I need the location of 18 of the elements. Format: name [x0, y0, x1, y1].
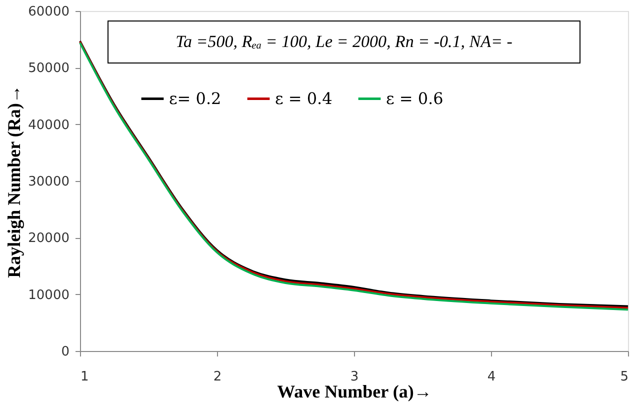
y-tick-label: 30000 — [28, 174, 70, 190]
y-tick-label: 20000 — [28, 231, 70, 246]
y-tick-label: 40000 — [28, 118, 70, 133]
legend-label: ε = 0.4 — [275, 88, 332, 108]
x-tick-label: 2 — [213, 370, 222, 384]
y-axis-title: Rayleigh Number (Ra)→ — [4, 85, 24, 278]
x-axis-title: Wave Number (a)→ — [277, 382, 432, 402]
x-tick-label: 3 — [350, 370, 359, 384]
x-tick-label: 5 — [620, 370, 628, 384]
x-tick-label: 1 — [80, 370, 89, 384]
y-tick-label: 0 — [61, 344, 70, 360]
legend-label: ε= 0.2 — [169, 88, 222, 108]
annotation: Ta =500, Rₑₐ = 100, Le = 2000, Rn = -0.1, NA= - — [176, 32, 513, 51]
y-tick-label: 60000 — [28, 4, 70, 20]
y-tick-label: 10000 — [28, 288, 70, 303]
y-tick-label: 50000 — [28, 61, 70, 76]
legend-label: ε = 0.6 — [386, 88, 444, 108]
x-tick-label: 4 — [487, 370, 496, 384]
